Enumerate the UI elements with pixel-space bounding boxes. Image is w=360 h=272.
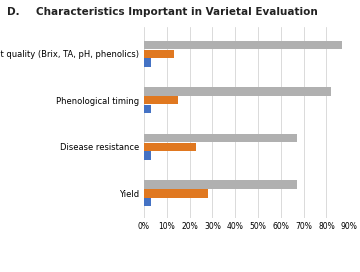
Bar [144,41,342,49]
Text: D.: D. [7,7,20,17]
Bar [144,87,331,96]
Bar [144,143,197,151]
Bar [144,189,208,197]
Text: Characteristics Important in Varietal Evaluation: Characteristics Important in Varietal Ev… [36,7,318,17]
Bar [144,180,297,189]
Bar [144,105,151,113]
Bar [144,58,151,67]
Bar [144,198,151,206]
Bar [144,134,297,142]
Bar [144,96,178,104]
Bar [144,50,174,58]
Bar [144,152,151,160]
